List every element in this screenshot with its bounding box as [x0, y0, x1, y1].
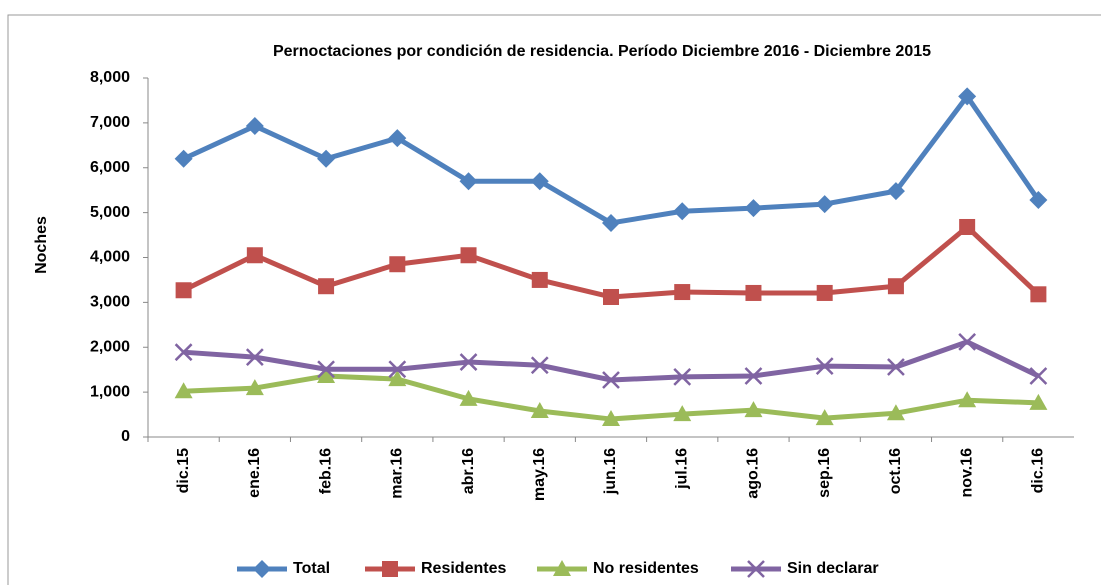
x-tick-label: oct.16 [887, 448, 904, 494]
marker [388, 370, 407, 387]
y-tick-label: 6,000 [90, 159, 130, 176]
marker [815, 195, 834, 214]
x-tick-label: may.16 [531, 448, 548, 501]
x-tick-label: ene.16 [246, 448, 263, 498]
marker [530, 401, 549, 418]
marker [673, 405, 692, 422]
x-tick-label: sep.16 [816, 448, 833, 498]
marker [317, 366, 336, 383]
marker [253, 560, 271, 578]
marker [174, 382, 193, 399]
marker [673, 202, 692, 221]
marker [815, 357, 834, 375]
chart-border [7, 14, 1101, 585]
marker [382, 561, 398, 577]
marker [745, 284, 762, 301]
marker [1029, 191, 1048, 210]
marker [603, 288, 619, 305]
y-tick-label: 5,000 [90, 204, 130, 221]
marker [887, 278, 904, 295]
chart-title: Pernoctaciones por condición de residenc… [273, 43, 931, 60]
marker [602, 371, 620, 389]
marker [530, 356, 549, 375]
marker [245, 348, 264, 367]
marker [958, 391, 977, 408]
marker [673, 367, 692, 386]
marker [459, 353, 478, 371]
marker [174, 343, 193, 362]
x-tick-label: feb.16 [317, 448, 334, 494]
marker [530, 172, 549, 191]
series-line [183, 339, 1040, 383]
x-tick-label: abr.16 [460, 448, 477, 494]
marker [553, 560, 571, 576]
marker [886, 404, 905, 421]
legend-label: Total [293, 560, 330, 577]
legend-label: No residentes [593, 560, 699, 577]
marker [1029, 393, 1048, 410]
marker [602, 410, 620, 427]
marker [317, 149, 336, 168]
y-axis-label: Noches [33, 216, 50, 274]
marker [816, 284, 833, 301]
marker [1029, 367, 1048, 385]
marker [388, 360, 407, 379]
marker [958, 87, 977, 106]
marker [460, 247, 477, 264]
x-tick-label: ago.16 [745, 448, 762, 499]
marker [246, 247, 263, 264]
marker [245, 379, 264, 396]
marker [602, 213, 620, 232]
x-tick-label: mar.16 [389, 448, 406, 499]
y-tick-label: 2,000 [90, 338, 130, 355]
marker [531, 271, 548, 288]
series-line [182, 224, 1041, 300]
y-tick-label: 1,000 [90, 383, 130, 400]
marker [886, 182, 905, 201]
marker [459, 389, 478, 406]
x-tick-label: nov.16 [958, 448, 975, 498]
marker [747, 560, 765, 578]
marker [744, 199, 763, 218]
marker [389, 256, 406, 273]
x-tick-label: dic.15 [175, 448, 192, 493]
marker [958, 332, 977, 351]
marker [744, 401, 763, 418]
marker [388, 129, 407, 148]
marker [459, 172, 478, 191]
series-line [182, 93, 1041, 226]
x-tick-label: jun.16 [602, 448, 619, 495]
legend-label: Sin declarar [787, 560, 879, 577]
y-tick-label: 8,000 [90, 69, 130, 86]
marker [1030, 286, 1047, 303]
y-tick-label: 0 [121, 428, 130, 445]
marker [175, 282, 192, 299]
legend-label: Residentes [421, 560, 506, 577]
marker [887, 358, 905, 376]
marker [318, 278, 335, 295]
marker [674, 284, 691, 301]
marker [174, 149, 193, 168]
marker [959, 218, 976, 235]
marker [245, 117, 264, 136]
x-tick-label: dic.16 [1030, 448, 1047, 493]
marker [815, 409, 834, 426]
x-tick-label: jul.16 [673, 448, 690, 490]
y-tick-label: 4,000 [90, 249, 130, 266]
marker [317, 360, 335, 379]
y-tick-label: 3,000 [90, 294, 130, 311]
y-tick-label: 7,000 [90, 114, 130, 131]
marker [744, 367, 763, 385]
